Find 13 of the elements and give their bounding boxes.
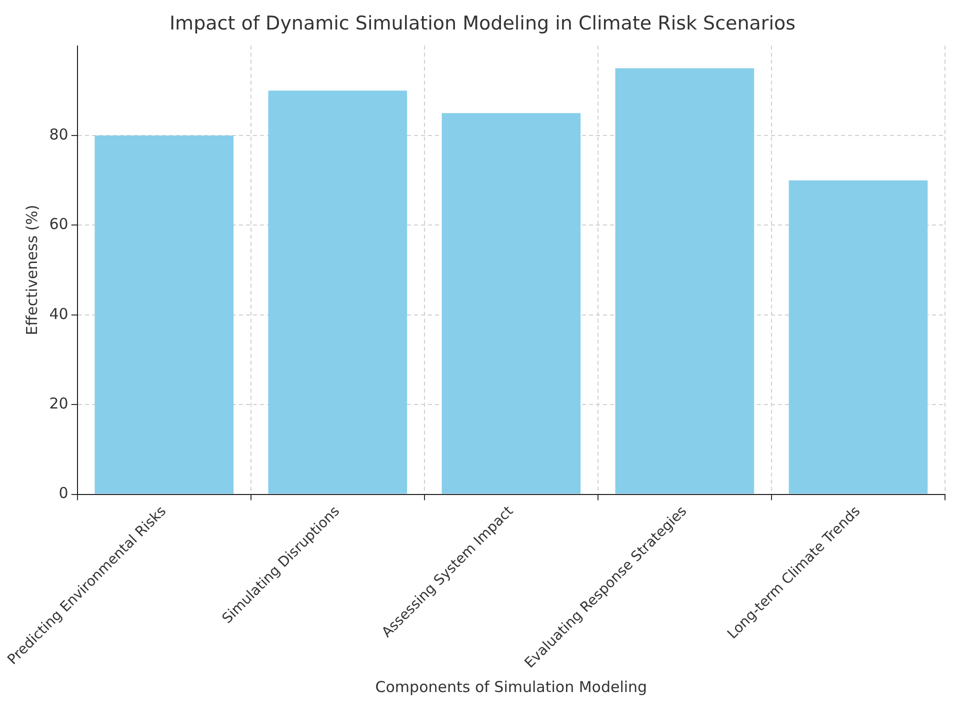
y-tick-label: 60: [49, 215, 68, 234]
bar: [788, 180, 928, 494]
bar: [615, 68, 754, 494]
y-axis-title: Effectiveness (%): [23, 204, 42, 336]
bar: [268, 90, 408, 494]
y-tick-label: 20: [49, 394, 68, 412]
bar: [442, 113, 581, 494]
y-tick-label: 0: [58, 484, 68, 502]
y-tick-label: 80: [49, 125, 68, 144]
x-axis-title: Components of Simulation Modeling: [375, 678, 648, 696]
chart-title: Impact of Dynamic Simulation Modeling in Climate Risk Scenarios: [169, 12, 796, 34]
bar: [94, 135, 234, 494]
y-tick-label: 40: [49, 304, 68, 323]
